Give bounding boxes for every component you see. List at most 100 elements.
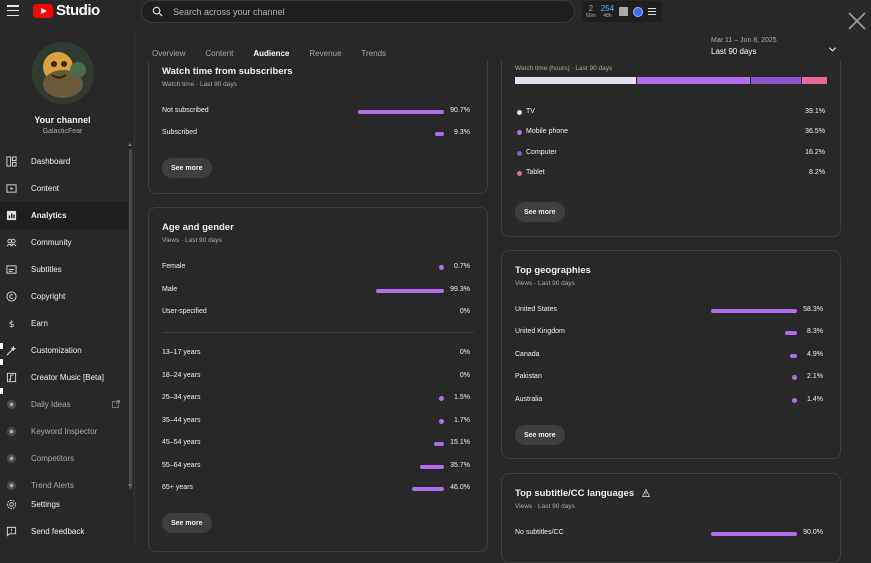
list-item: User-specified 0% [162, 308, 470, 315]
percentage-bar [790, 354, 797, 358]
percentage-bar [439, 419, 444, 424]
legend-dot [517, 151, 522, 156]
sidebar-item-label: Settings [31, 500, 60, 509]
chevron-down-icon [828, 47, 837, 52]
analytics-tabs: Overview Content Audience Revenue Trends [152, 49, 406, 58]
account-badge-icon[interactable] [633, 6, 644, 17]
watch-time-subscribers-card: Watch time from subscribers Watch time ·… [148, 60, 488, 194]
channel-handle: GalacticFear [42, 128, 83, 135]
card-subtitle: Watch time (hours) · Last 90 days [515, 65, 613, 72]
card-subtitle: Views · Last 90 days [515, 503, 575, 510]
age-gender-card: Age and gender Views · Last 90 days Fema… [148, 207, 488, 552]
stat-60m: 2 60m [586, 3, 596, 19]
daily-ideas-icon [6, 399, 17, 410]
customization-icon [6, 345, 17, 356]
percentage-bar [376, 289, 444, 293]
percentage-bar [439, 396, 444, 401]
copyright-icon [6, 291, 17, 302]
list-item: United States 58.3% [515, 306, 823, 313]
menu-icon[interactable] [7, 5, 19, 16]
extension-icon[interactable] [619, 7, 629, 16]
settings-icon [6, 499, 17, 510]
competitors-icon [6, 453, 17, 464]
sidebar-item-trend-alerts[interactable]: Trend Alerts [0, 472, 128, 499]
sidebar-item-earn[interactable]: $ Earn [0, 310, 128, 337]
community-icon [6, 237, 17, 248]
list-item: Female 0.7% [162, 263, 470, 270]
warning-icon[interactable] [641, 489, 650, 498]
sidebar-item-competitors[interactable]: Competitors [0, 445, 128, 472]
subtitle-languages-card: Top subtitle/CC languages Views · Last 9… [501, 473, 841, 563]
sidebar-item-settings[interactable]: Settings [0, 491, 128, 518]
see-more-button[interactable]: See more [162, 158, 212, 178]
your-channel-label: Your channel [34, 115, 91, 125]
trend-alerts-icon [6, 480, 17, 491]
youtube-logo-icon [33, 3, 53, 18]
creator-music-icon [6, 372, 17, 383]
stat-48h: 254 48h [600, 3, 615, 19]
sidebar-item-send-feedback[interactable]: Send feedback [0, 518, 128, 545]
studio-logo[interactable]: Studio [33, 2, 100, 19]
tab-audience[interactable]: Audience [253, 49, 290, 58]
sidebar-item-creator-music[interactable]: Creator Music [Beta] [0, 364, 128, 391]
sidebar-item-label: Trend Alerts [31, 481, 74, 490]
list-item: Male 99.3% [162, 286, 470, 293]
sidebar-item-content[interactable]: Content [0, 175, 128, 202]
realtime-stats[interactable]: 2 60m 254 48h [582, 1, 662, 22]
edge-marker [0, 388, 3, 394]
percentage-bar [711, 309, 797, 313]
segment-tv [515, 77, 636, 84]
see-more-button[interactable]: See more [162, 513, 212, 533]
list-item: Pakistan 2.1% [515, 373, 823, 380]
search-input[interactable] [173, 6, 553, 17]
sidebar-item-customization[interactable]: Customization [0, 337, 128, 364]
sidebar-item-label: Daily Ideas [31, 400, 71, 409]
card-title: Top geographies [515, 265, 591, 276]
sidebar-item-copyright[interactable]: Copyright [0, 283, 128, 310]
scroll-down-arrow[interactable] [128, 484, 132, 487]
percentage-bar [785, 331, 797, 335]
sidebar-item-dashboard[interactable]: Dashboard [0, 148, 128, 175]
extension-menu-icon[interactable] [648, 8, 657, 15]
logo-text: Studio [56, 2, 100, 19]
segment-computer [750, 77, 801, 84]
channel-avatar[interactable] [32, 42, 94, 104]
tab-content[interactable]: Content [205, 49, 234, 58]
sidebar: Your channel GalacticFear Dashboard Cont… [0, 31, 135, 546]
sidebar-item-label: Analytics [31, 211, 67, 220]
card-title: Watch time from subscribers [162, 66, 293, 77]
tab-overview[interactable]: Overview [152, 49, 186, 58]
see-more-button[interactable]: See more [515, 202, 565, 222]
top-geographies-card: Top geographies Views · Last 90 days Uni… [501, 250, 841, 459]
close-icon[interactable] [846, 10, 868, 32]
legend-item: Computer 16.2% [515, 148, 827, 160]
sidebar-item-keyword-inspector[interactable]: Keyword Inspector [0, 418, 128, 445]
sidebar-item-daily-ideas[interactable]: Daily Ideas [0, 391, 128, 418]
sidebar-bottom: Settings Send feedback [0, 491, 128, 545]
list-item: 65+ years 46.0% [162, 484, 470, 491]
card-title: Top subtitle/CC languages [515, 488, 650, 499]
sidebar-item-label: Content [31, 184, 60, 193]
date-range-picker[interactable]: Mar 11 – Jun 8, 2025 Last 90 days [711, 37, 841, 63]
see-more-button[interactable]: See more [515, 425, 565, 445]
tab-revenue[interactable]: Revenue [309, 49, 342, 58]
list-item: 45–54 years 15.1% [162, 439, 470, 446]
sidebar-scrollbar[interactable] [129, 149, 132, 489]
legend-dot [517, 110, 522, 115]
scroll-up-arrow[interactable] [128, 143, 132, 146]
divider [162, 332, 474, 333]
svg-text:$: $ [9, 319, 15, 329]
percentage-bar [420, 465, 444, 469]
sidebar-item-analytics[interactable]: Analytics [0, 202, 128, 229]
list-item: Australia 1.4% [515, 396, 823, 403]
card-subtitle: Watch time · Last 90 days [162, 81, 237, 88]
legend-dot [517, 130, 522, 135]
percentage-bar [358, 110, 444, 114]
sidebar-item-community[interactable]: Community [0, 229, 128, 256]
sidebar-item-label: Earn [31, 319, 48, 328]
tab-trends[interactable]: Trends [361, 49, 387, 58]
search-bar[interactable] [141, 0, 575, 23]
sidebar-nav: Dashboard Content Analytics Community Su… [0, 148, 128, 499]
sidebar-item-subtitles[interactable]: Subtitles [0, 256, 128, 283]
keyword-inspector-icon [6, 426, 17, 437]
